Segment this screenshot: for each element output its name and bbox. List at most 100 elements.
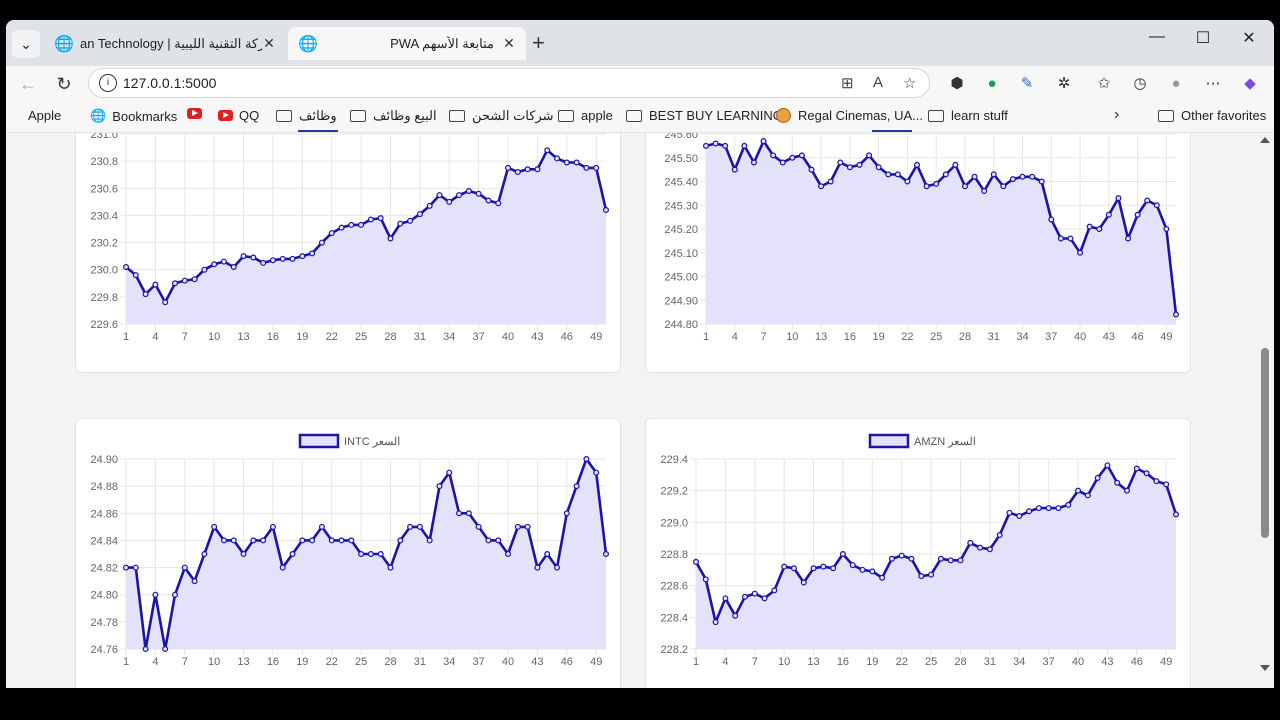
data-point[interactable]: [1104, 462, 1111, 469]
data-point[interactable]: [367, 216, 374, 223]
data-point[interactable]: [933, 180, 940, 187]
data-point[interactable]: [309, 250, 316, 257]
bookmark-folder-apple[interactable]: apple: [558, 108, 613, 123]
data-point[interactable]: [722, 595, 729, 602]
data-point[interactable]: [961, 183, 968, 190]
data-point[interactable]: [348, 221, 355, 228]
data-point[interactable]: [875, 164, 882, 171]
data-point[interactable]: [563, 510, 570, 517]
data-point[interactable]: [162, 299, 169, 306]
data-point[interactable]: [1016, 512, 1023, 519]
maximize-icon[interactable]: ☐: [1195, 30, 1211, 47]
data-point[interactable]: [397, 220, 404, 227]
data-point[interactable]: [554, 564, 561, 571]
data-point[interactable]: [1133, 465, 1140, 472]
data-point[interactable]: [201, 266, 208, 273]
data-point[interactable]: [348, 537, 355, 544]
data-point[interactable]: [790, 565, 797, 572]
read-aloud-icon[interactable]: A: [873, 74, 884, 91]
bookmark-apple[interactable]: Apple: [28, 108, 62, 123]
data-point[interactable]: [416, 523, 423, 530]
data-point[interactable]: [918, 573, 925, 580]
data-point[interactable]: [338, 537, 345, 544]
data-point[interactable]: [593, 469, 600, 476]
data-point[interactable]: [1172, 311, 1179, 318]
data-point[interactable]: [142, 646, 149, 653]
data-point[interactable]: [1006, 509, 1013, 516]
data-point[interactable]: [692, 558, 699, 565]
data-point[interactable]: [1009, 176, 1016, 183]
data-point[interactable]: [152, 281, 159, 288]
data-point[interactable]: [1048, 216, 1055, 223]
reload-icon[interactable]: ↻: [56, 73, 72, 94]
data-point[interactable]: [1125, 235, 1132, 242]
page-scrollbar[interactable]: [1256, 133, 1274, 688]
data-point[interactable]: [544, 147, 551, 154]
pen-extension-icon[interactable]: ✎: [1020, 75, 1034, 92]
data-point[interactable]: [760, 138, 767, 145]
data-point[interactable]: [524, 166, 531, 173]
data-point[interactable]: [712, 619, 719, 626]
data-point[interactable]: [732, 612, 739, 619]
data-point[interactable]: [818, 183, 825, 190]
legend-label[interactable]: AMZN السعر: [914, 436, 976, 448]
data-point[interactable]: [318, 523, 325, 530]
data-point[interactable]: [1077, 249, 1084, 256]
data-point[interactable]: [1026, 508, 1033, 515]
data-point[interactable]: [741, 593, 748, 600]
data-point[interactable]: [849, 562, 856, 569]
data-point[interactable]: [741, 142, 748, 149]
data-point[interactable]: [808, 166, 815, 173]
data-point[interactable]: [505, 551, 512, 558]
data-point[interactable]: [977, 544, 984, 551]
data-point[interactable]: [593, 164, 600, 171]
data-point[interactable]: [171, 280, 178, 287]
data-point[interactable]: [524, 523, 531, 530]
data-point[interactable]: [299, 537, 306, 544]
data-point[interactable]: [702, 142, 709, 149]
data-point[interactable]: [475, 190, 482, 197]
data-point[interactable]: [446, 469, 453, 476]
data-point[interactable]: [289, 255, 296, 262]
data-point[interactable]: [250, 254, 257, 261]
data-point[interactable]: [407, 523, 414, 530]
data-point[interactable]: [191, 276, 198, 283]
data-point[interactable]: [260, 537, 267, 544]
data-point[interactable]: [996, 531, 1003, 538]
data-point[interactable]: [505, 164, 512, 171]
data-point[interactable]: [1096, 225, 1103, 232]
data-point[interactable]: [407, 217, 414, 224]
data-point[interactable]: [171, 591, 178, 598]
data-point[interactable]: [1055, 505, 1062, 512]
data-point[interactable]: [1153, 202, 1160, 209]
data-point[interactable]: [367, 551, 374, 558]
data-point[interactable]: [942, 171, 949, 178]
data-point[interactable]: [1114, 479, 1121, 486]
data-point[interactable]: [866, 152, 873, 159]
close-tab-icon[interactable]: ✕: [503, 35, 515, 51]
data-point[interactable]: [1065, 501, 1072, 508]
favorites-icon[interactable]: ✩: [1097, 75, 1111, 92]
data-point[interactable]: [328, 537, 335, 544]
data-point[interactable]: [456, 510, 463, 517]
data-point[interactable]: [201, 551, 208, 558]
data-point[interactable]: [908, 555, 915, 562]
data-point[interactable]: [563, 159, 570, 166]
data-point[interactable]: [289, 551, 296, 558]
data-point[interactable]: [230, 264, 237, 271]
bookmark-other-favorites[interactable]: Other favorites: [1158, 108, 1266, 123]
data-point[interactable]: [358, 551, 365, 558]
grammarly-icon[interactable]: ●: [987, 74, 997, 92]
data-point[interactable]: [952, 161, 959, 168]
data-point[interactable]: [1094, 474, 1101, 481]
profile-avatar-icon[interactable]: ●: [1171, 74, 1181, 92]
data-point[interactable]: [1038, 178, 1045, 185]
data-point[interactable]: [260, 259, 267, 266]
data-point[interactable]: [279, 255, 286, 262]
data-point[interactable]: [534, 564, 541, 571]
data-point[interactable]: [250, 537, 257, 544]
bookmark-regal[interactable]: Regal Cinemas, UA...: [776, 108, 923, 123]
more-options-icon[interactable]: ⋯: [1205, 75, 1221, 92]
address-bar[interactable]: i 127.0.0.1:5000 ⊞ A ☆: [88, 68, 930, 98]
data-point[interactable]: [338, 224, 345, 231]
